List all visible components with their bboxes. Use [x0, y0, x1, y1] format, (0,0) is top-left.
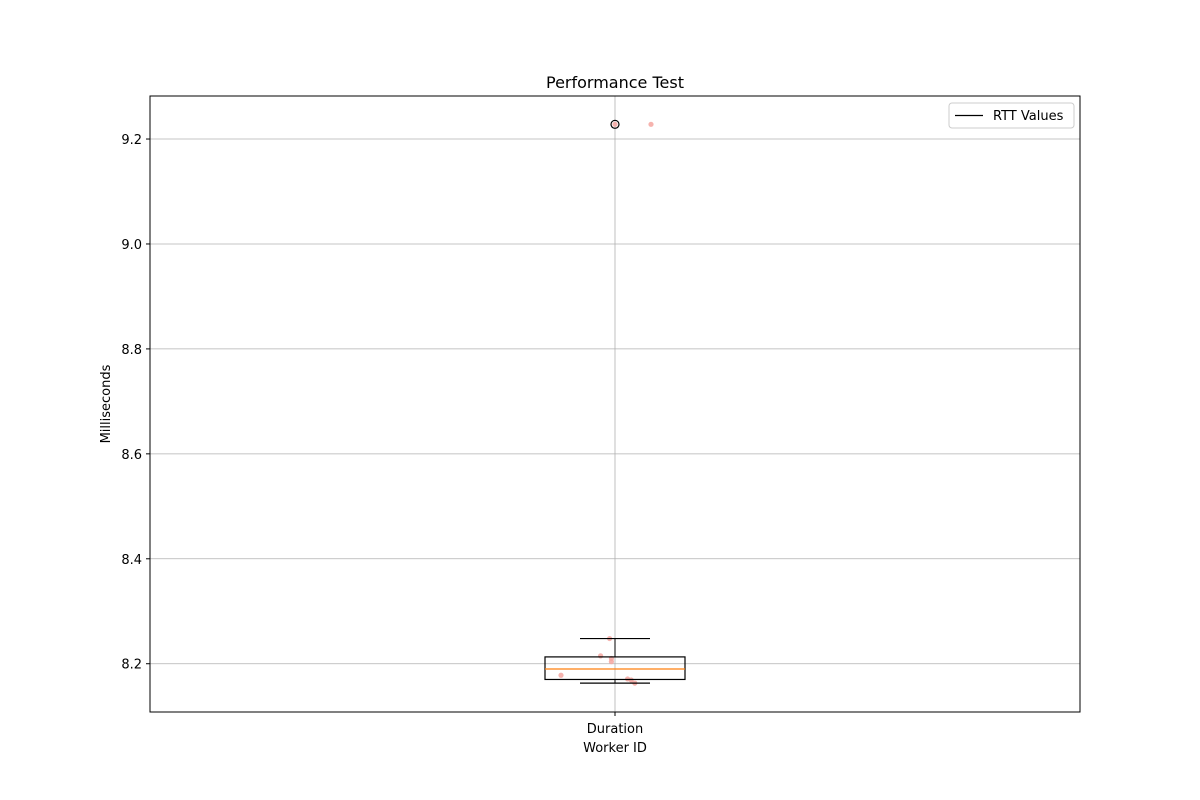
grid	[150, 96, 1080, 712]
y-tick-label: 9.0	[121, 238, 142, 253]
legend-entry-rtt-values: RTT Values	[993, 109, 1064, 124]
data-point	[608, 659, 615, 665]
data-point	[648, 121, 654, 127]
data-point	[612, 121, 618, 127]
ticks: 8.2 8.4 8.6 8.8 9.0 9.2 Duration	[121, 133, 643, 737]
y-axis-label: Milliseconds	[99, 364, 114, 443]
y-tick-label: 8.6	[121, 448, 142, 463]
x-axis-label: Worker ID	[583, 741, 647, 756]
iqr-box	[544, 656, 686, 681]
chart-title: Performance Test	[546, 73, 684, 92]
data-point	[598, 653, 604, 659]
data-point	[558, 672, 564, 678]
legend: RTT Values	[948, 102, 1075, 129]
x-tick-label: Duration	[587, 722, 643, 737]
y-tick-label: 8.8	[121, 343, 142, 358]
y-tick-label: 9.2	[121, 133, 142, 148]
y-tick-label: 8.4	[121, 553, 142, 568]
box-plot	[544, 119, 686, 684]
y-tick-label: 8.2	[121, 658, 142, 673]
legend-frame	[948, 102, 1075, 129]
outlier-marker	[610, 119, 620, 129]
